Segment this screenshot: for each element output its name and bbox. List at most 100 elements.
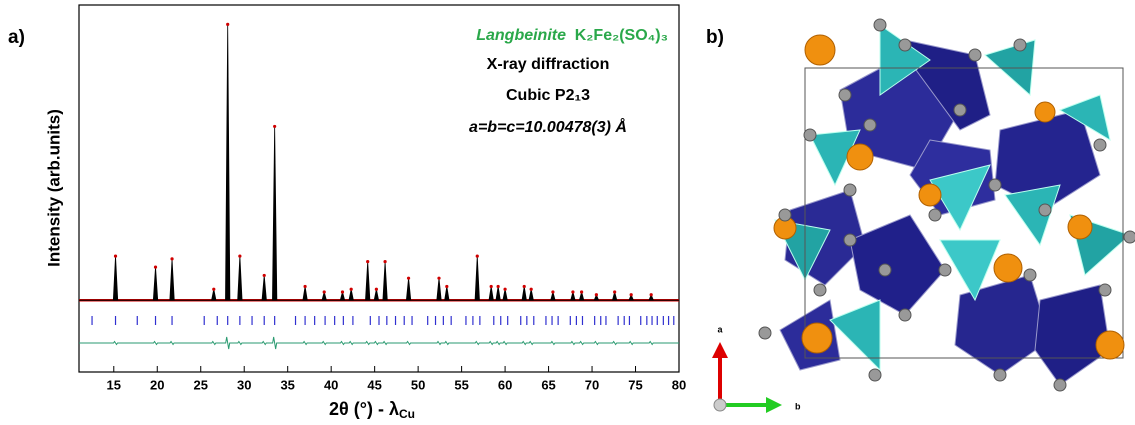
- x-tick-label: 60: [498, 377, 512, 392]
- diffraction-peak: [339, 290, 346, 301]
- diffraction-peak: [628, 293, 634, 301]
- plot-frame: [78, 4, 680, 373]
- diffraction-peak: [152, 267, 159, 301]
- k-atom: [1034, 101, 1056, 123]
- diffraction-peak: [528, 289, 534, 301]
- s-tetrahedron: [1004, 184, 1061, 247]
- diffraction-peak: [495, 286, 501, 301]
- unit-cell: [804, 67, 1124, 359]
- k-atom: [918, 183, 942, 207]
- o-atom: [843, 233, 857, 247]
- diffraction-peak: [488, 286, 494, 301]
- observed-peak-top: [383, 260, 387, 264]
- o-atom: [813, 283, 827, 297]
- s-tetrahedron: [929, 164, 991, 232]
- panel-label: b): [706, 27, 724, 48]
- x-tick-label: 50: [411, 377, 425, 392]
- crystal-structure: a b: [712, 18, 1135, 413]
- panel-label: a): [8, 27, 25, 48]
- observed-peak-top: [529, 287, 533, 291]
- observed-peak-top: [303, 284, 307, 289]
- o-atom: [1023, 268, 1037, 282]
- o-atom: [1098, 283, 1112, 297]
- diffraction-peak: [405, 278, 412, 301]
- diffraction-peak: [365, 261, 371, 301]
- observed-peak-top: [212, 287, 216, 291]
- diffraction-peak: [474, 256, 480, 301]
- observed-peak-top: [445, 284, 449, 289]
- observed-peak-top: [613, 290, 617, 294]
- diffraction-peak: [211, 289, 217, 301]
- o-atom: [838, 88, 852, 102]
- x-tick-label: 75: [628, 377, 642, 392]
- o-atom: [988, 178, 1002, 192]
- annotation: a=b=c=10.00478(3) Å: [469, 117, 627, 136]
- o-atom: [758, 326, 772, 340]
- observed-peak-top: [322, 290, 326, 294]
- observed-peak-top: [649, 293, 653, 297]
- x-tick-label: 20: [150, 377, 164, 392]
- observed-peak-top: [475, 254, 479, 258]
- diffraction-peak: [382, 261, 388, 301]
- observed-peak-top: [522, 284, 526, 289]
- k-atom: [804, 34, 836, 66]
- x-tick-label: 40: [324, 377, 338, 392]
- diffraction-peak: [225, 24, 231, 301]
- origin: [713, 398, 727, 412]
- diffraction-peak: [611, 290, 618, 301]
- s-tetrahedron: [939, 239, 1001, 302]
- diffraction-peak: [648, 293, 654, 301]
- observed-peak-top: [340, 290, 345, 294]
- o-atom: [878, 263, 892, 277]
- s-tetrahedron: [1058, 94, 1111, 142]
- diffraction-peak: [272, 126, 278, 301]
- diffraction-peak: [502, 289, 508, 301]
- diffraction-peak: [373, 289, 380, 301]
- o-atom: [843, 183, 857, 197]
- o-atom: [938, 263, 952, 277]
- x-tick-label: 30: [237, 377, 251, 392]
- x-tick-label: 35: [280, 377, 294, 392]
- x-axis-label-sub: Cu: [399, 407, 415, 421]
- observed-peak-top: [406, 276, 411, 280]
- diffraction-peak: [348, 289, 354, 301]
- diffraction-peak: [593, 293, 600, 301]
- o-atom: [873, 18, 887, 32]
- o-atoms: [758, 18, 1135, 392]
- y-axis-label: Intensity (arb.units): [44, 109, 63, 267]
- observed-peak-top: [571, 290, 575, 294]
- s-tetrahedron: [829, 299, 881, 372]
- diffraction-peak: [570, 290, 576, 301]
- plot-area: 15 20 25 30 35 40 45 50 55 60 65 70 75 80: [79, 22, 686, 392]
- diffraction-peak: [550, 290, 556, 301]
- observed-peak-top: [437, 276, 441, 280]
- a-arrow-head: [712, 342, 728, 358]
- k-atom: [993, 253, 1023, 283]
- observed-peak-top: [226, 22, 230, 26]
- diffraction-peak: [261, 275, 267, 301]
- observed-peak-top: [153, 265, 158, 269]
- o-atom: [868, 368, 882, 382]
- observed-peak-top: [366, 260, 370, 264]
- x-tick-label: 80: [672, 377, 686, 392]
- x-tick-label: 55: [454, 377, 468, 392]
- x-axis-label-main: 2θ (°) - λ: [329, 399, 399, 419]
- o-atom: [928, 208, 942, 222]
- x-tick-label: 65: [541, 377, 555, 392]
- observed-peak-top: [349, 287, 353, 291]
- diffraction-peak: [302, 286, 308, 301]
- observed-peak-top: [629, 293, 633, 297]
- difference-curve: [79, 336, 679, 350]
- observed-peak-top: [580, 290, 584, 294]
- x-tick-label: 70: [585, 377, 599, 392]
- axis-indicator: a b: [712, 324, 801, 413]
- x-axis-label: 2θ (°) - λCu: [329, 399, 415, 421]
- o-atom: [898, 38, 912, 52]
- o-atom: [993, 368, 1007, 382]
- o-atom: [968, 48, 982, 62]
- o-atom: [803, 128, 817, 142]
- diffraction-peak: [444, 286, 450, 301]
- annotation: K₂Fe₂(SO₄)₃: [575, 27, 668, 44]
- observed-peak-top: [594, 293, 598, 297]
